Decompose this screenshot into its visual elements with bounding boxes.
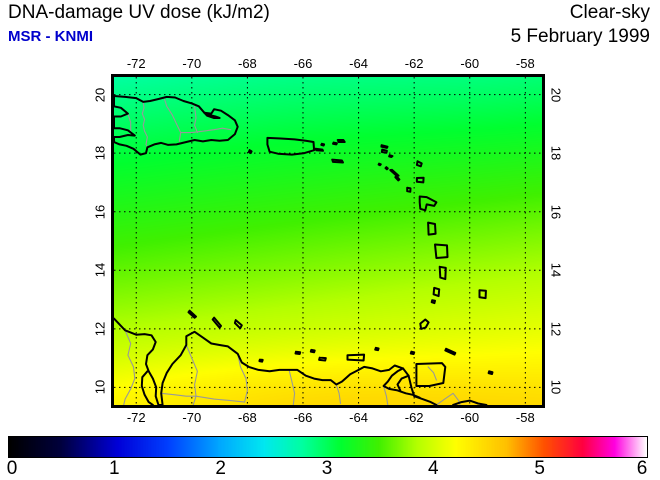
xtick-bottom--70: -70 [182,410,202,425]
xtick-bottom--64: -64 [349,410,368,425]
coastlines [114,95,494,405]
page-title: DNA-damage UV dose (kJ/m2) [8,2,270,23]
ytick-right-14: 14 [548,263,564,278]
ytick-right-16: 16 [548,204,564,219]
map-overlay [114,77,542,405]
ytick-left-14: 14 [92,263,108,278]
xtick-bottom--68: -68 [237,410,257,425]
xtick-top--66: -66 [293,56,313,71]
graticule [114,77,542,405]
colorbar-tick-6: 6 [636,458,648,479]
ytick-right-18: 18 [548,145,564,161]
ytick-right-12: 12 [548,321,564,337]
xtick-top--68: -68 [237,56,257,71]
xtick-bottom--72: -72 [126,410,146,425]
xtick-top--64: -64 [349,56,368,71]
ytick-left-20: 20 [92,87,108,102]
political-borders [123,96,461,405]
date-label: 5 February 1999 [510,26,650,47]
xtick-top--70: -70 [182,56,202,71]
xtick-bottom--60: -60 [460,410,480,425]
colorbar: 0 1 2 3 4 5 6 [7,436,648,479]
xtick-bottom--62: -62 [404,410,424,425]
plot-frame [111,74,545,408]
colorbar-tick-5: 5 [534,458,545,479]
ytick-left-16: 16 [92,204,108,219]
ytick-right-20: 20 [548,87,564,102]
uv-dose-field [114,77,542,405]
colorbar-tick-0: 0 [6,458,18,479]
ytick-right-10: 10 [548,380,564,395]
ytick-left-18: 18 [92,145,108,161]
xtick-bottom--66: -66 [293,410,313,425]
colorbar-tick-4: 4 [428,458,439,479]
chart-header: DNA-damage UV dose (kJ/m2) Clear-sky MSR… [0,0,660,56]
colorbar-tick-2: 2 [215,458,226,479]
colorbar-tick-1: 1 [109,458,120,479]
xtick-top--62: -62 [404,56,424,71]
coastline-graticule [114,77,542,405]
source-label: MSR - KNMI [8,28,93,45]
xtick-top--60: -60 [460,56,480,71]
xtick-bottom--58: -58 [515,410,535,425]
condition-label: Clear-sky [569,2,650,23]
map-plot [111,74,545,408]
colorbar-gradient [8,436,648,458]
colorbar-tick-3: 3 [321,458,333,479]
xtick-top--72: -72 [126,56,146,71]
ytick-left-10: 10 [92,380,108,395]
ytick-left-12: 12 [92,321,108,337]
xtick-top--58: -58 [515,56,535,71]
